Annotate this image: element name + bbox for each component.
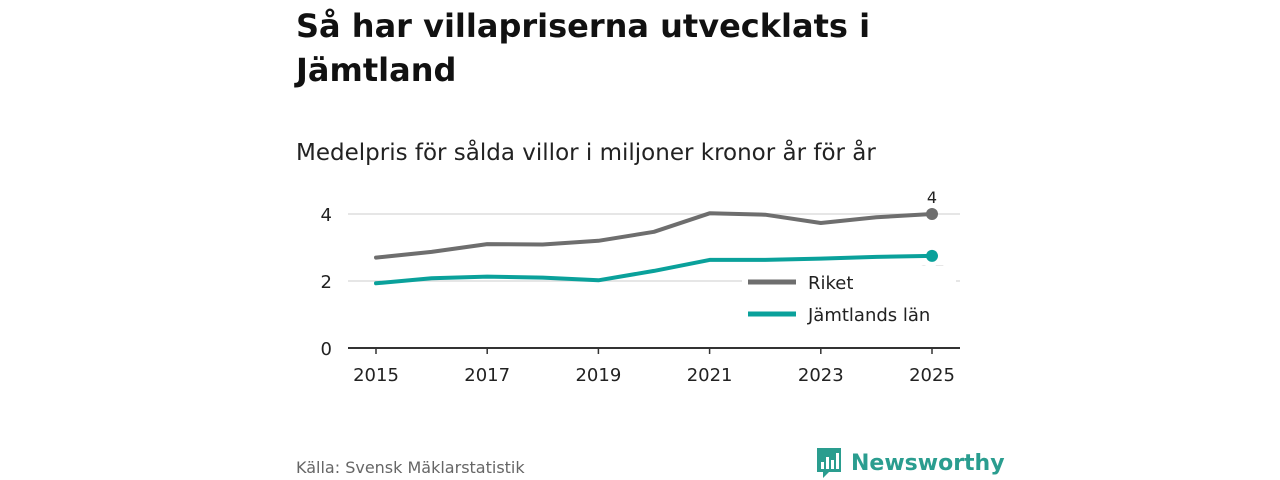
brand-logo: Newsworthy <box>815 446 1005 480</box>
x-tick-label-2025: 2025 <box>909 365 955 386</box>
series-riket-line <box>374 211 934 260</box>
legend-jämtlands-län-label: Jämtlands län <box>807 305 930 326</box>
bar-chart-icon <box>817 448 841 478</box>
x-tick-label-2021: 2021 <box>687 365 733 386</box>
x-tick-label-2017: 2017 <box>464 365 510 386</box>
series-riket-end-marker <box>926 208 938 220</box>
y-tick-label-2: 2 <box>321 272 332 293</box>
series-jämtlands-län-line <box>374 253 934 286</box>
chart-title: Så har villapriserna utvecklats i Jämtla… <box>296 7 871 89</box>
y-tick-label-4: 4 <box>321 205 332 226</box>
series-jämtlands-län-end-marker <box>926 249 938 262</box>
x-tick-label-2023: 2023 <box>798 365 844 386</box>
brand-name: Newsworthy <box>851 450 1005 476</box>
x-tick-label-2019: 2019 <box>575 365 621 386</box>
y-tick-label-0: 0 <box>321 339 332 360</box>
x-tick-label-2015: 2015 <box>353 365 399 386</box>
series-riket-end-label: 4 <box>927 188 937 207</box>
legend-riket-label: Riket <box>808 273 853 294</box>
chart-subtitle: Medelpris för sålda villor i miljoner kr… <box>296 140 876 166</box>
legend-background <box>742 266 956 332</box>
source-note: Källa: Svensk Mäklarstatistik <box>296 458 525 477</box>
